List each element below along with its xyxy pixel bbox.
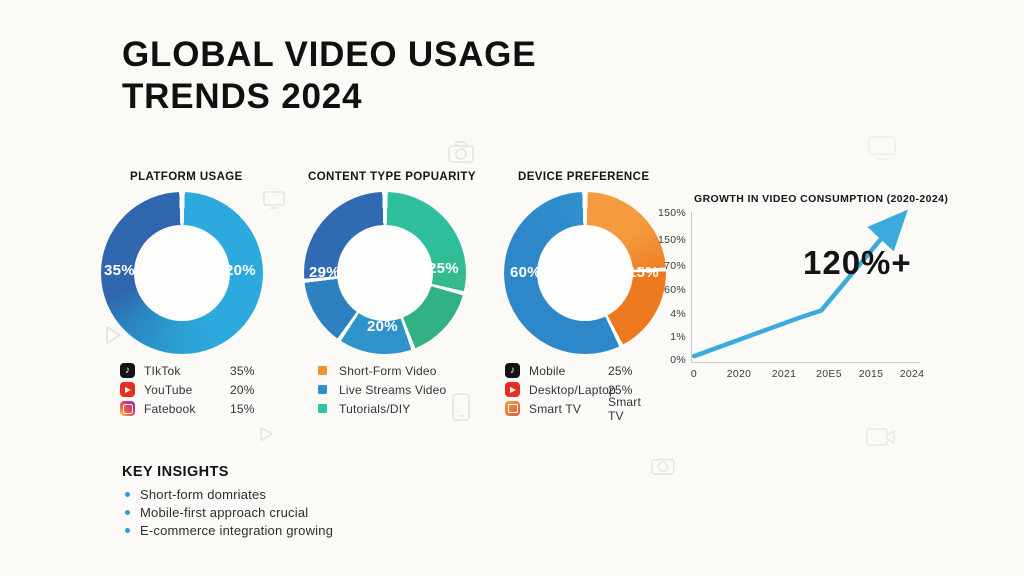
legend-row: ♪ Mobile 25% — [505, 363, 655, 378]
growth-chart-title: GROWTH IN VIDEO CONSUMPTION (2020-2024) — [694, 193, 949, 205]
legend-label: TIkTok — [144, 363, 181, 378]
legend-row: Smart TV Smart TV — [505, 395, 655, 423]
monitor-icon — [263, 191, 285, 209]
y-tick: 60% — [664, 284, 686, 296]
y-tick: 4% — [670, 308, 686, 320]
legend-row: ♪ TIkTok 35% — [120, 363, 270, 378]
legend-value: 35% — [230, 363, 255, 378]
x-tick: 2024 — [899, 368, 925, 380]
tiktok-icon: ♪ — [505, 363, 520, 378]
content-slice-label-left: 29% — [309, 264, 340, 281]
legend-label: YouTube — [144, 382, 193, 397]
legend-row: Desktop/Laptop 25% — [505, 382, 655, 397]
camera-icon — [651, 455, 675, 475]
y-axis-line — [691, 212, 692, 363]
youtube-icon — [120, 382, 135, 397]
insight-text: E-commerce integration growing — [140, 523, 334, 538]
insight-item: Short-form domriates — [125, 487, 266, 502]
legend-row: Tutorials/DIY — [315, 401, 465, 416]
legend-value: Smart TV — [608, 394, 642, 423]
content-type-title: CONTENT TYPE POPUARITY — [308, 171, 476, 183]
legend-value: 25% — [608, 363, 633, 378]
content-slice-label-right: 25% — [428, 260, 459, 277]
legend-label: Fatebook — [144, 401, 196, 416]
video-camera-icon — [866, 426, 896, 450]
platform-legend: ♪ TIkTok 35% YouTube 20% Fatebook 15% — [120, 363, 270, 416]
device-preference-title: DEVICE PREFERENCE — [518, 171, 650, 183]
device-slice-label-right: 15% — [628, 264, 659, 281]
legend-row: Fatebook 15% — [120, 401, 270, 416]
bullet-dot-icon — [125, 510, 130, 515]
y-tick: 70% — [664, 260, 686, 272]
x-tick: 20E5 — [816, 368, 842, 380]
insight-text: Short-form domriates — [140, 487, 267, 502]
orange-square-icon — [318, 366, 327, 375]
play-icon — [257, 425, 275, 443]
growth-trend-line — [691, 209, 908, 359]
insight-item: E-commerce integration growing — [125, 523, 333, 538]
y-tick: 150% — [657, 207, 686, 219]
legend-label: Desktop/Laptop — [529, 382, 616, 397]
legend-label: Mobile — [529, 363, 566, 378]
x-tick: 0 — [690, 368, 698, 380]
content-slice-label-bottom: 20% — [367, 318, 398, 335]
device-preference-donut: 60% 15% — [504, 192, 666, 354]
youtube-icon — [505, 382, 520, 397]
tiktok-icon: ♪ — [120, 363, 135, 378]
legend-value: 20% — [230, 382, 255, 397]
device-legend: ♪ Mobile 25% Desktop/Laptop 25% Smart TV… — [505, 363, 655, 423]
legend-row: Live Streams Video — [315, 382, 465, 397]
insight-item: Mobile-first approach crucial — [125, 505, 308, 520]
key-insights-title: KEY INSIGHTS — [122, 464, 229, 480]
insight-text: Mobile-first approach crucial — [140, 505, 309, 520]
instagram-icon — [120, 401, 135, 416]
platform-slice-label-left: 35% — [104, 262, 135, 279]
y-tick: 0% — [670, 354, 686, 366]
x-tick: 2015 — [858, 368, 884, 380]
legend-label: Tutorials/DIY — [339, 401, 411, 416]
platform-usage-donut: 35% 20% — [101, 192, 263, 354]
x-axis-line — [691, 362, 920, 363]
blue-square-icon — [318, 385, 327, 394]
y-tick: 1% — [670, 331, 686, 343]
teal-square-icon — [318, 404, 327, 413]
play-icon — [102, 324, 124, 346]
growth-annotation: 120%+ — [803, 244, 912, 281]
x-tick: 2021 — [771, 368, 797, 380]
legend-label: Short-Form Video — [339, 363, 437, 378]
legend-value: 15% — [230, 401, 255, 416]
legend-row: Short-Form Video — [315, 363, 465, 378]
legend-value: 25% — [608, 382, 633, 397]
content-legend: Short-Form Video Live Streams Video Tuto… — [315, 363, 465, 416]
growth-line-chart — [691, 209, 908, 359]
bullet-dot-icon — [125, 528, 130, 533]
content-type-donut: 29% 25% 20% — [304, 192, 466, 354]
monitor-icon — [868, 136, 896, 160]
device-slice-label-left: 60% — [510, 264, 541, 281]
x-tick: 2020 — [726, 368, 752, 380]
legend-label: Smart TV — [529, 401, 582, 416]
legend-row: YouTube 20% — [120, 382, 270, 397]
platform-slice-label-right: 20% — [225, 262, 256, 279]
legend-label: Live Streams Video — [339, 382, 447, 397]
y-tick: 150% — [657, 234, 686, 246]
page-title: GLOBAL VIDEO USAGE TRENDS 2024 — [122, 35, 537, 116]
bullet-dot-icon — [125, 492, 130, 497]
camera-icon — [448, 141, 474, 163]
smart-tv-icon — [505, 401, 520, 416]
smartphone-icon — [452, 393, 470, 421]
platform-usage-title: PLATFORM USAGE — [130, 171, 243, 183]
